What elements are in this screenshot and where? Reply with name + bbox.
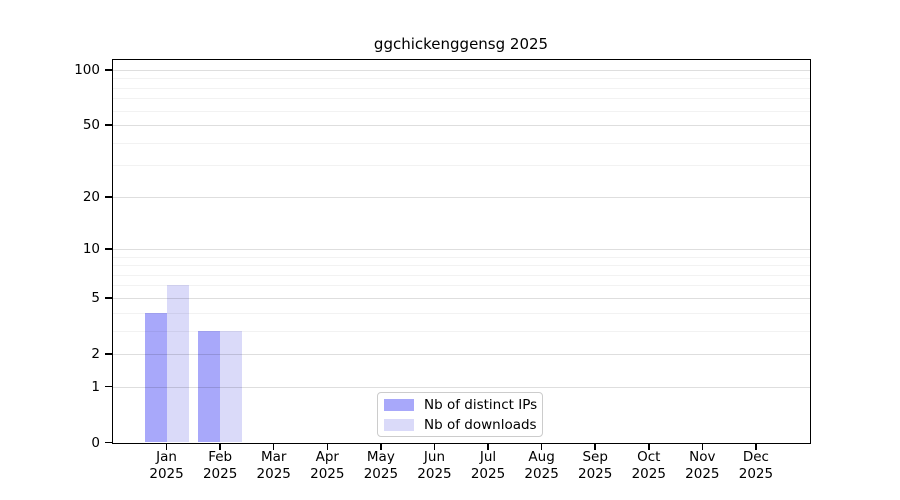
x-tick-mark (165, 443, 168, 450)
y-tick-mark (105, 196, 113, 198)
gridline-major (113, 297, 810, 299)
gridline-minor (113, 312, 810, 314)
gridline-major (113, 353, 810, 355)
x-tick-year: 2025 (470, 465, 506, 482)
bar-nb-of-downloads-feb (220, 330, 243, 443)
x-tick-month: Jun (423, 449, 445, 465)
x-tick-label: Sep 2025 (560, 449, 630, 482)
y-tick-mark (105, 353, 113, 355)
x-tick-year: 2025 (524, 465, 559, 482)
x-tick-label: Aug 2025 (507, 449, 577, 482)
x-tick-year: 2025 (578, 465, 613, 482)
x-tick-month: Sep (582, 449, 608, 465)
chart-title: ggchickenggensg 2025 (373, 35, 549, 53)
x-tick-year: 2025 (202, 465, 238, 482)
x-tick-month: Mar (260, 449, 287, 465)
gridline-major (113, 386, 810, 388)
y-tick-label: 100 (74, 61, 100, 78)
y-tick-label: 0 (91, 434, 100, 451)
x-tick-label: Oct 2025 (614, 449, 684, 482)
legend: Nb of distinct IPs Nb of downloads (377, 392, 543, 437)
y-tick-label: 1 (91, 378, 100, 395)
x-tick-mark (701, 443, 704, 450)
bar-nb-of-distinct-ips-jan (144, 312, 167, 443)
x-tick-mark (272, 443, 275, 450)
y-tick-mark (105, 385, 113, 388)
gridline-major (113, 69, 810, 71)
x-tick-label: Jun 2025 (399, 449, 469, 482)
y-tick-label: 5 (91, 289, 100, 306)
x-tick-label: May 2025 (346, 449, 416, 482)
y-tick-label: 20 (82, 188, 100, 205)
gridline-major (113, 196, 810, 198)
y-tick-mark (105, 441, 113, 444)
x-tick-year: 2025 (631, 465, 666, 482)
gridline-minor (113, 330, 810, 332)
gridline-major (113, 248, 810, 250)
x-tick-month: Feb (208, 449, 233, 465)
x-tick-mark (648, 443, 650, 450)
x-tick-mark (594, 443, 596, 450)
x-tick-label: Feb 2025 (185, 449, 255, 482)
gridline-minor (113, 165, 810, 167)
x-tick-month: Jul (479, 449, 497, 465)
legend-item-downloads: Nb of downloads (384, 416, 542, 433)
gridline-minor (113, 256, 810, 258)
x-tick-month: Dec (742, 449, 769, 465)
x-tick-month: Jan (156, 449, 177, 465)
legend-label-downloads: Nb of downloads (424, 416, 537, 433)
x-tick-label: Jul 2025 (453, 449, 523, 482)
y-tick-label: 50 (82, 117, 100, 134)
x-tick-mark (487, 443, 489, 450)
gridline-minor (113, 87, 810, 89)
gridline-minor (113, 98, 810, 100)
x-tick-month: Oct (637, 449, 661, 465)
legend-item-distinct-ips: Nb of distinct IPs (384, 396, 542, 413)
y-tick-label: 10 (82, 240, 100, 257)
gridline-minor (113, 142, 810, 144)
y-tick-mark (105, 297, 113, 299)
x-tick-mark (219, 443, 221, 450)
legend-swatch-distinct-ips (384, 398, 414, 411)
x-tick-label: Nov 2025 (667, 449, 737, 482)
x-tick-month: Apr (315, 449, 339, 465)
x-tick-label: Mar 2025 (239, 449, 309, 482)
gridline-minor (113, 110, 810, 112)
x-tick-month: Nov (689, 449, 716, 465)
x-tick-month: Aug (528, 449, 555, 465)
x-tick-month: May (366, 449, 395, 465)
x-tick-year: 2025 (149, 465, 184, 482)
gridline-minor (113, 265, 810, 267)
x-tick-mark (380, 443, 382, 450)
gridline-major (113, 125, 810, 127)
bar-nb-of-downloads-jan (166, 285, 189, 443)
bar-nb-of-distinct-ips-feb (198, 330, 221, 443)
legend-label-distinct-ips: Nb of distinct IPs (424, 396, 538, 413)
x-tick-year: 2025 (685, 465, 720, 482)
x-tick-mark (755, 443, 757, 450)
y-tick-label: 2 (91, 345, 100, 362)
x-tick-year: 2025 (363, 465, 399, 482)
x-tick-label: Dec 2025 (721, 449, 791, 482)
gridline-minor (113, 285, 810, 287)
gridline-minor (113, 78, 810, 80)
x-tick-mark (540, 443, 543, 450)
x-tick-year: 2025 (738, 465, 774, 482)
x-tick-year: 2025 (310, 465, 345, 482)
x-tick-mark (433, 443, 436, 450)
x-tick-label: Jan 2025 (132, 449, 202, 482)
gridline-minor (113, 274, 810, 276)
y-tick-mark (105, 248, 113, 250)
x-tick-year: 2025 (256, 465, 291, 482)
y-tick-mark (105, 69, 113, 71)
y-tick-mark (105, 124, 113, 126)
plot-area (111, 58, 811, 444)
legend-swatch-downloads (384, 418, 414, 431)
x-tick-year: 2025 (417, 465, 452, 482)
x-tick-label: Apr 2025 (292, 449, 362, 482)
x-tick-mark (326, 443, 329, 450)
